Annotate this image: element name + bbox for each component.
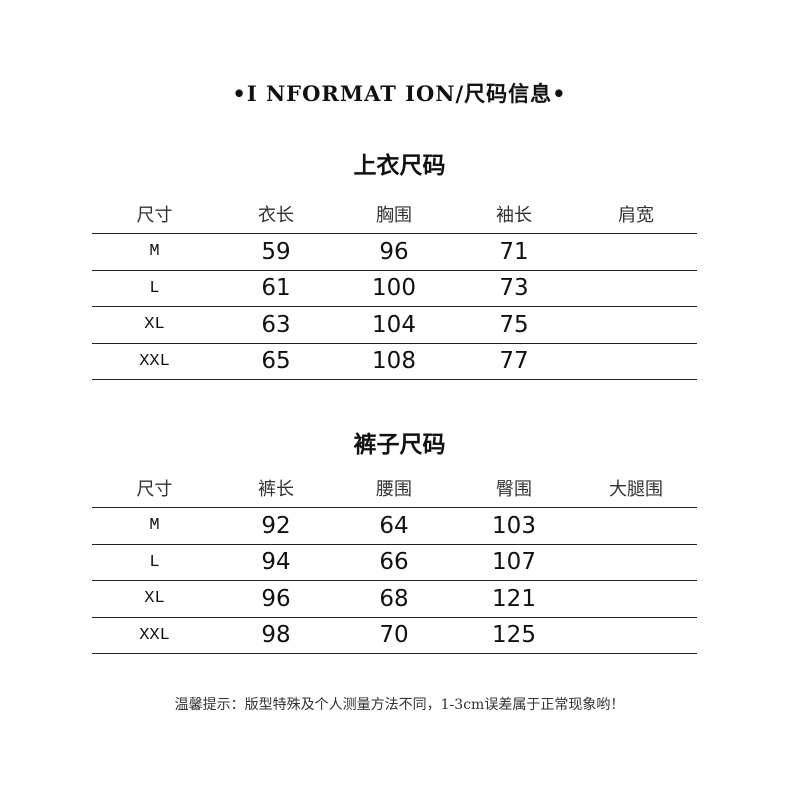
header-cell: 袖长 bbox=[496, 205, 532, 226]
value-cell: 125 bbox=[492, 622, 536, 649]
value-cell: 64 bbox=[379, 512, 409, 539]
value-cell: 121 bbox=[492, 585, 536, 612]
table-row: M 92 64 103 bbox=[92, 508, 697, 545]
table-row: XL 63 104 75 bbox=[92, 307, 697, 344]
header-cell: 尺寸 bbox=[136, 205, 173, 226]
value-cell: 59 bbox=[261, 238, 291, 265]
top-size-table: 尺寸 衣长 胸围 袖长 肩宽 M 59 96 71 L 61 100 73 XL… bbox=[92, 203, 697, 380]
size-cell: L bbox=[149, 278, 160, 298]
value-cell: 61 bbox=[261, 275, 291, 302]
value-cell: 71 bbox=[499, 238, 529, 265]
value-cell: 100 bbox=[372, 275, 416, 302]
size-cell: M bbox=[149, 242, 160, 262]
value-cell: 63 bbox=[261, 311, 291, 338]
table-row: XL 96 68 121 bbox=[92, 581, 697, 618]
size-cell: XXL bbox=[139, 625, 170, 645]
pants-size-title: 裤子尺码 bbox=[353, 431, 446, 458]
value-cell: 75 bbox=[499, 311, 529, 338]
value-cell: 104 bbox=[372, 311, 416, 338]
value-cell: 77 bbox=[499, 348, 529, 375]
table-row: M 59 96 71 bbox=[92, 234, 697, 271]
header-cell: 臀围 bbox=[496, 479, 532, 500]
table-row: XXL 65 108 77 bbox=[92, 344, 697, 380]
value-cell: 98 bbox=[261, 622, 291, 649]
header-cell: 大腿围 bbox=[609, 479, 663, 500]
table-row: L 94 66 107 bbox=[92, 545, 697, 581]
header-cell: 肩宽 bbox=[618, 205, 654, 226]
table-header: 尺寸 裤长 腰围 臀围 大腿围 bbox=[92, 477, 697, 508]
value-cell: 92 bbox=[261, 512, 291, 539]
size-cell: L bbox=[149, 552, 160, 572]
header-cell: 尺寸 bbox=[136, 479, 173, 500]
value-cell: 66 bbox=[379, 549, 409, 576]
size-cell: XXL bbox=[139, 351, 170, 371]
top-size-title: 上衣尺码 bbox=[353, 152, 446, 179]
measurement-note: 温馨提示：版型特殊及个人测量方法不同，1-3cm误差属于正常现象哟！ bbox=[174, 697, 625, 713]
value-cell: 68 bbox=[379, 585, 409, 612]
header-cell: 腰围 bbox=[376, 479, 412, 500]
header-cell: 胸围 bbox=[376, 205, 412, 226]
header-cell: 衣长 bbox=[258, 205, 294, 226]
size-cell: M bbox=[149, 516, 160, 536]
value-cell: 103 bbox=[492, 512, 536, 539]
value-cell: 70 bbox=[379, 622, 409, 649]
value-cell: 107 bbox=[492, 549, 536, 576]
table-row: L 61 100 73 bbox=[92, 271, 697, 307]
value-cell: 65 bbox=[261, 348, 291, 375]
value-cell: 108 bbox=[372, 348, 416, 375]
value-cell: 96 bbox=[261, 585, 291, 612]
pants-size-table: 尺寸 裤长 腰围 臀围 大腿围 M 92 64 103 L 94 66 107 … bbox=[92, 477, 697, 654]
header-cell: 裤长 bbox=[258, 479, 294, 500]
value-cell: 73 bbox=[499, 275, 529, 302]
table-row: XXL 98 70 125 bbox=[92, 618, 697, 654]
page-title: •I NFORMAT ION/尺码信息• bbox=[232, 81, 567, 106]
size-cell: XL bbox=[144, 589, 165, 609]
value-cell: 96 bbox=[379, 238, 409, 265]
table-header: 尺寸 衣长 胸围 袖长 肩宽 bbox=[92, 203, 697, 234]
value-cell: 94 bbox=[261, 549, 291, 576]
size-cell: XL bbox=[144, 315, 165, 335]
